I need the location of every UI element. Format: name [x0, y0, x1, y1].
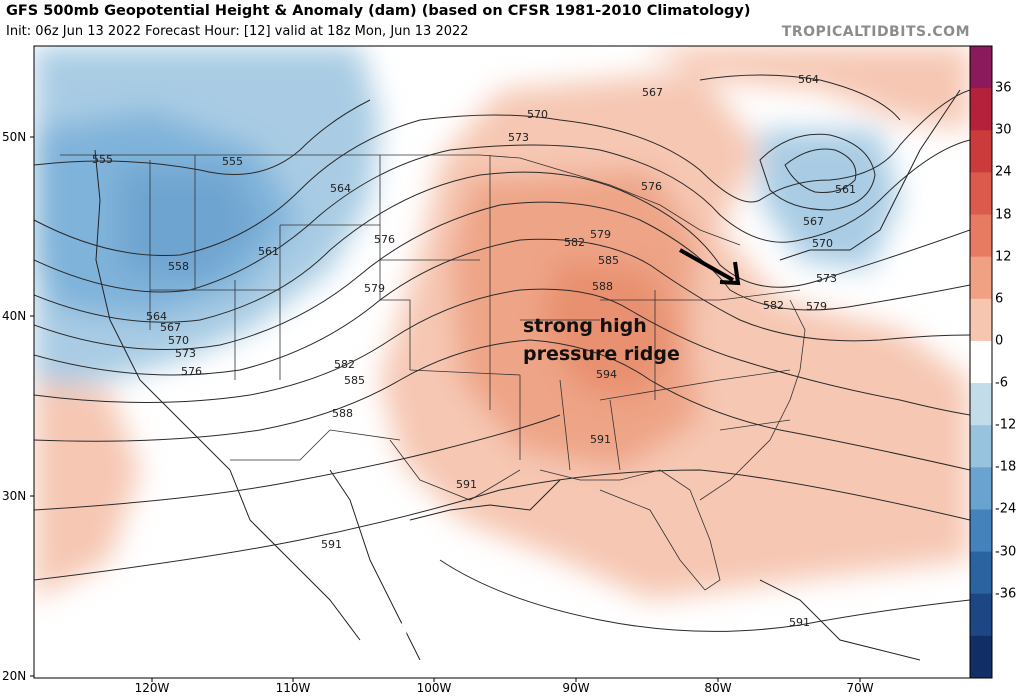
colorbar-label: 6: [995, 291, 1004, 307]
lon-label-120w: 120W: [134, 681, 170, 695]
colorbar-swatch: [970, 172, 992, 216]
contour-label: 558: [168, 260, 189, 273]
brand-watermark: TROPICALTIDBITS.COM: [781, 24, 970, 40]
colorbar-label: 18: [995, 207, 1012, 223]
colorbar-label: 24: [995, 164, 1012, 180]
anomaly-shading: [34, 46, 970, 600]
axis-ticks: [30, 136, 861, 682]
colorbar-swatch: [970, 298, 992, 342]
contour-label: 591: [456, 478, 477, 491]
colorbar-swatch: [970, 551, 992, 595]
lon-label-100w: 100W: [416, 681, 452, 695]
contour-label: 579: [806, 300, 827, 313]
colorbar-label: 12: [995, 249, 1012, 265]
contour-label: 591: [321, 538, 342, 551]
contour-label: 579: [590, 228, 611, 241]
contour-label: 561: [835, 183, 856, 196]
colorbar-label: -24: [995, 501, 1017, 517]
map-subtitle: Init: 06z Jun 13 2022 Forecast Hour: [12…: [6, 24, 469, 39]
contour-label: 555: [92, 153, 113, 166]
lon-label-110w: 110W: [275, 681, 311, 695]
contour-label: 564: [798, 73, 819, 86]
colorbar-swatch: [970, 383, 992, 426]
contour-label: 594: [596, 368, 617, 381]
coastlines: [94, 89, 961, 661]
height-contours: [34, 74, 970, 632]
contour-label: 579: [364, 282, 385, 295]
contour-label: 588: [332, 407, 353, 420]
lon-label-80w: 80W: [704, 681, 732, 695]
colorbar-label: 0: [995, 333, 1004, 349]
colorbar-label: 30: [995, 122, 1012, 138]
contour-label: 573: [175, 347, 196, 360]
contour-label: 585: [344, 374, 365, 387]
lat-label-40n: 40N: [2, 309, 27, 323]
colorbar-label: 36: [995, 80, 1012, 96]
contour-labels: 555 5555585615645645675705735765765795825…: [92, 73, 856, 629]
contour-label: 585: [598, 254, 619, 267]
contour-label: 573: [508, 131, 529, 144]
colorbar-swatch: [970, 635, 992, 679]
colorbar-swatch: [970, 593, 992, 637]
ridge-annotation: strong high pressure ridge: [523, 315, 680, 365]
colorbar-label: -30: [995, 544, 1017, 560]
borders: [60, 154, 806, 591]
colorbar-label: -18: [995, 459, 1017, 475]
colorbar-label: -12: [995, 417, 1017, 433]
colorbar-swatch: [970, 340, 992, 384]
contour-label: 591: [789, 616, 810, 629]
contour-label: 576: [181, 365, 202, 378]
lat-label-30n: 30N: [2, 489, 27, 503]
colorbar-swatch: [970, 46, 992, 89]
lat-label-50n: 50N: [2, 130, 27, 144]
colorbar-swatch: [970, 130, 992, 173]
colorbar: [969, 45, 993, 679]
contour-label: 564: [330, 182, 351, 195]
contour-label: 567: [642, 86, 663, 99]
contour-label: 582: [564, 236, 585, 249]
colorbar-swatch: [970, 214, 992, 258]
map-title: GFS 500mb Geopotential Height & Anomaly …: [6, 3, 751, 19]
colorbar-swatch: [970, 88, 992, 131]
contour-label: 588: [592, 280, 613, 293]
contour-label: 561: [258, 245, 279, 258]
contour-label: 564: [146, 310, 167, 323]
colorbar-swatch: [970, 256, 992, 300]
colorbar-swatch: [970, 509, 992, 553]
colorbar-label: -36: [995, 586, 1017, 602]
contour-label: 570: [812, 237, 833, 250]
contour-label: 567: [160, 321, 181, 334]
contour-label: 570: [527, 108, 548, 121]
contour-label: 591: [590, 433, 611, 446]
colorbar-frame: [969, 45, 993, 679]
contour-label: 582: [763, 299, 784, 312]
ridge-arrow: [679, 248, 741, 286]
contour-label: 576: [374, 233, 395, 246]
lat-label-20n: 20N: [2, 669, 27, 683]
contour-label: 573: [816, 272, 837, 285]
colorbar-swatch: [970, 467, 992, 510]
contour-label: 570: [168, 334, 189, 347]
caption-annotation: 06Z GFS forecast map of 500 mb height an…: [37, 617, 471, 666]
contour-label: 576: [641, 180, 662, 193]
contour-label: 567: [803, 215, 824, 228]
contour-label: 582: [334, 358, 355, 371]
contour-label: 555: [222, 155, 243, 168]
colorbar-swatch: [970, 425, 992, 468]
lon-label-70w: 70W: [846, 681, 874, 695]
colorbar-label: -6: [995, 375, 1008, 391]
lon-label-90w: 90W: [562, 681, 590, 695]
